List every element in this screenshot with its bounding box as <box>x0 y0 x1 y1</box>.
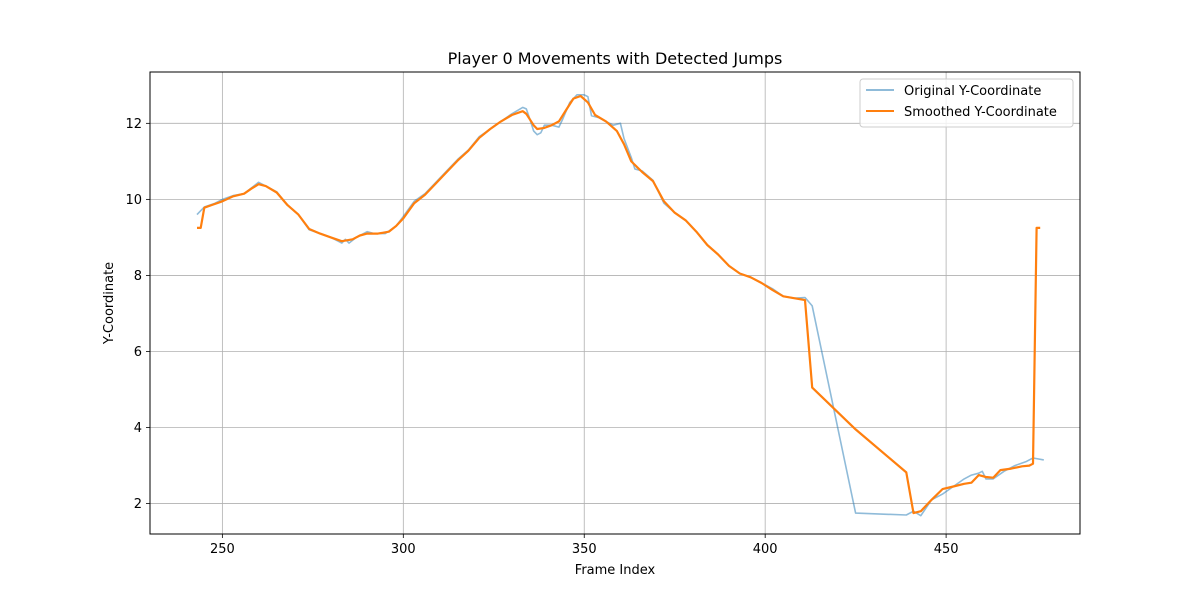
legend-entry-smoothed: Smoothed Y-Coordinate <box>904 105 1057 120</box>
x-axis-label: Frame Index <box>575 563 656 578</box>
y-tick-label: 2 <box>134 497 142 512</box>
y-axis-ticks: 2 4 6 8 10 12 <box>125 117 150 512</box>
x-tick-label: 400 <box>753 542 778 557</box>
x-tick-label: 350 <box>572 542 597 557</box>
legend: Original Y-Coordinate Smoothed Y-Coordin… <box>859 78 1074 128</box>
x-tick-label: 250 <box>210 542 235 557</box>
y-tick-label: 12 <box>125 117 142 132</box>
series-line-smoothed <box>197 94 1041 515</box>
x-tick-label: 450 <box>934 542 959 557</box>
x-tick-label: 300 <box>391 542 416 557</box>
x-axis-ticks: 250 300 350 400 450 <box>210 534 959 557</box>
plot-area-border <box>149 71 1081 535</box>
legend-frame <box>859 78 1074 128</box>
chart-title: Player 0 Movements with Detected Jumps <box>448 49 783 68</box>
y-tick-label: 10 <box>125 193 142 208</box>
series-layer <box>196 94 1044 517</box>
y-axis-label: Y-Coordinate <box>102 262 117 345</box>
legend-entry-original: Original Y-Coordinate <box>904 84 1041 99</box>
y-tick-label: 8 <box>134 269 142 284</box>
y-tick-label: 4 <box>134 421 142 436</box>
y-tick-label: 6 <box>134 345 142 360</box>
